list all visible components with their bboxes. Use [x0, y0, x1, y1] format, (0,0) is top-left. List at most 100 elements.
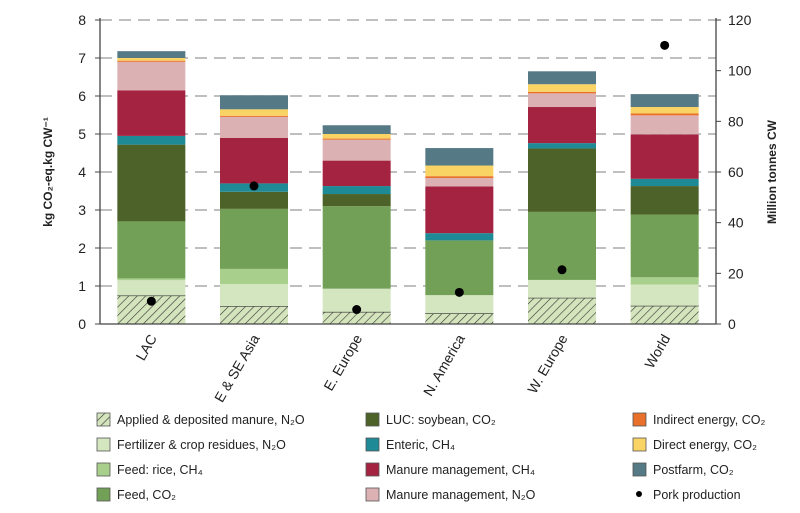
x-tick-label: W. Europe — [524, 331, 571, 396]
bar-segment — [528, 91, 596, 94]
legend-label: Applied & deposited manure, N₂O — [117, 413, 305, 427]
bar-segment — [425, 233, 494, 241]
pork-production-points — [146, 40, 670, 315]
legend-swatch — [96, 437, 111, 452]
y-tick-label: 5 — [78, 126, 86, 142]
bar-segment — [322, 194, 391, 207]
bar-segment — [220, 95, 288, 110]
legend-swatch — [96, 462, 111, 477]
legend-label: Direct energy, CO₂ — [653, 438, 757, 452]
pork-production-point — [454, 287, 464, 297]
bar-segment — [528, 143, 596, 149]
bar-segment — [220, 268, 288, 285]
legend-label: Pork production — [653, 488, 741, 502]
y-tick-label: 6 — [78, 88, 86, 104]
pork-production-point — [557, 265, 567, 275]
bar-segment — [528, 107, 596, 144]
bar-segment — [220, 191, 288, 209]
y-tick-label: 0 — [78, 316, 86, 332]
bar-segment — [220, 137, 288, 184]
y-tick-label: 7 — [78, 50, 86, 66]
x-tick-label: World — [641, 332, 673, 371]
legend-label: Feed, CO₂ — [117, 488, 176, 502]
bar-segment — [220, 208, 288, 269]
legend-swatch — [96, 412, 111, 427]
x-tick-label: LAC — [132, 332, 159, 364]
bar-segment — [528, 279, 596, 298]
bar-segment — [630, 115, 699, 135]
legend-swatch — [365, 462, 380, 477]
bar-segment — [322, 186, 391, 195]
pork-production-point — [249, 181, 259, 191]
legend-label: Postfarm, CO₂ — [653, 463, 734, 477]
bar-segment — [117, 90, 186, 136]
bar-segment — [117, 280, 186, 296]
bar-segment — [425, 176, 494, 179]
y-tick-label: 1 — [78, 278, 86, 294]
bar-segment — [630, 214, 699, 278]
bar-segment — [117, 144, 186, 222]
bar-segment — [117, 221, 186, 279]
bar-segment — [322, 311, 391, 324]
legend-swatch — [632, 462, 647, 477]
y2-tick-label: 80 — [728, 113, 744, 129]
y2-tick-label: 120 — [728, 12, 752, 28]
pork-production-point — [146, 296, 156, 306]
gridlines — [100, 19, 716, 287]
legend-swatch — [632, 437, 647, 452]
bar-segment — [425, 165, 494, 177]
y2-tick-label: 0 — [728, 316, 736, 332]
bar-segment — [220, 109, 288, 116]
bar-segment — [322, 138, 391, 140]
x-tick-label: N. America — [420, 331, 468, 398]
bar-segment — [322, 206, 391, 289]
legend-swatch — [632, 412, 647, 427]
bar-segment — [630, 277, 699, 285]
bar-segment — [630, 178, 699, 187]
bar-segment — [528, 297, 596, 324]
legend: Applied & deposited manure, N₂O Fertilize… — [96, 412, 765, 502]
bar-segment — [322, 160, 391, 187]
pork-production-point — [352, 305, 362, 315]
bar-segment — [117, 135, 186, 145]
y2-tick-label: 100 — [728, 63, 752, 79]
bar-segment — [630, 186, 699, 215]
pork-production-point — [660, 40, 670, 50]
bar-segment — [117, 58, 186, 61]
y-tick-label: 8 — [78, 12, 86, 28]
bar-segment — [630, 94, 699, 108]
bar-segment — [220, 116, 288, 138]
y2-tick-label: 60 — [728, 164, 744, 180]
y-tick-label: 4 — [78, 164, 86, 180]
bar-segment — [425, 148, 494, 166]
bar-segment — [630, 113, 699, 116]
legend-label: Manure management, CH₄ — [386, 463, 535, 477]
legend-label: Enteric, CH₄ — [386, 438, 455, 452]
bar-segment — [220, 306, 288, 324]
y2-axis-label: Million tonnes CW — [765, 119, 779, 224]
bar-segment — [322, 139, 391, 161]
bar-segment — [425, 295, 494, 314]
bar-segment — [528, 93, 596, 108]
legend-swatch — [365, 487, 380, 502]
bar-segment — [528, 71, 596, 85]
legend-label: Feed: rice, CH₄ — [117, 463, 203, 477]
bar-segment — [425, 313, 494, 324]
y2-tick-label: 40 — [728, 215, 744, 231]
bar-segment — [322, 125, 391, 134]
x-tick-label: E. Europe — [320, 331, 365, 393]
legend-swatch — [365, 437, 380, 452]
bar-segment — [630, 107, 699, 114]
bar-segment — [630, 305, 699, 324]
bar-segment — [425, 178, 494, 187]
bar-segment — [117, 60, 186, 62]
bar-segment — [630, 284, 699, 306]
bar-segment — [528, 84, 596, 92]
y-axis-label: kg CO₂-eq.kg CW⁻¹ — [41, 117, 55, 227]
bar-segment — [528, 148, 596, 212]
legend-label: Fertilizer & crop residues, N₂O — [117, 438, 286, 452]
bar-segment — [425, 186, 494, 234]
bar-segment — [425, 240, 494, 296]
legend-swatch — [365, 412, 380, 427]
bars — [117, 51, 699, 324]
